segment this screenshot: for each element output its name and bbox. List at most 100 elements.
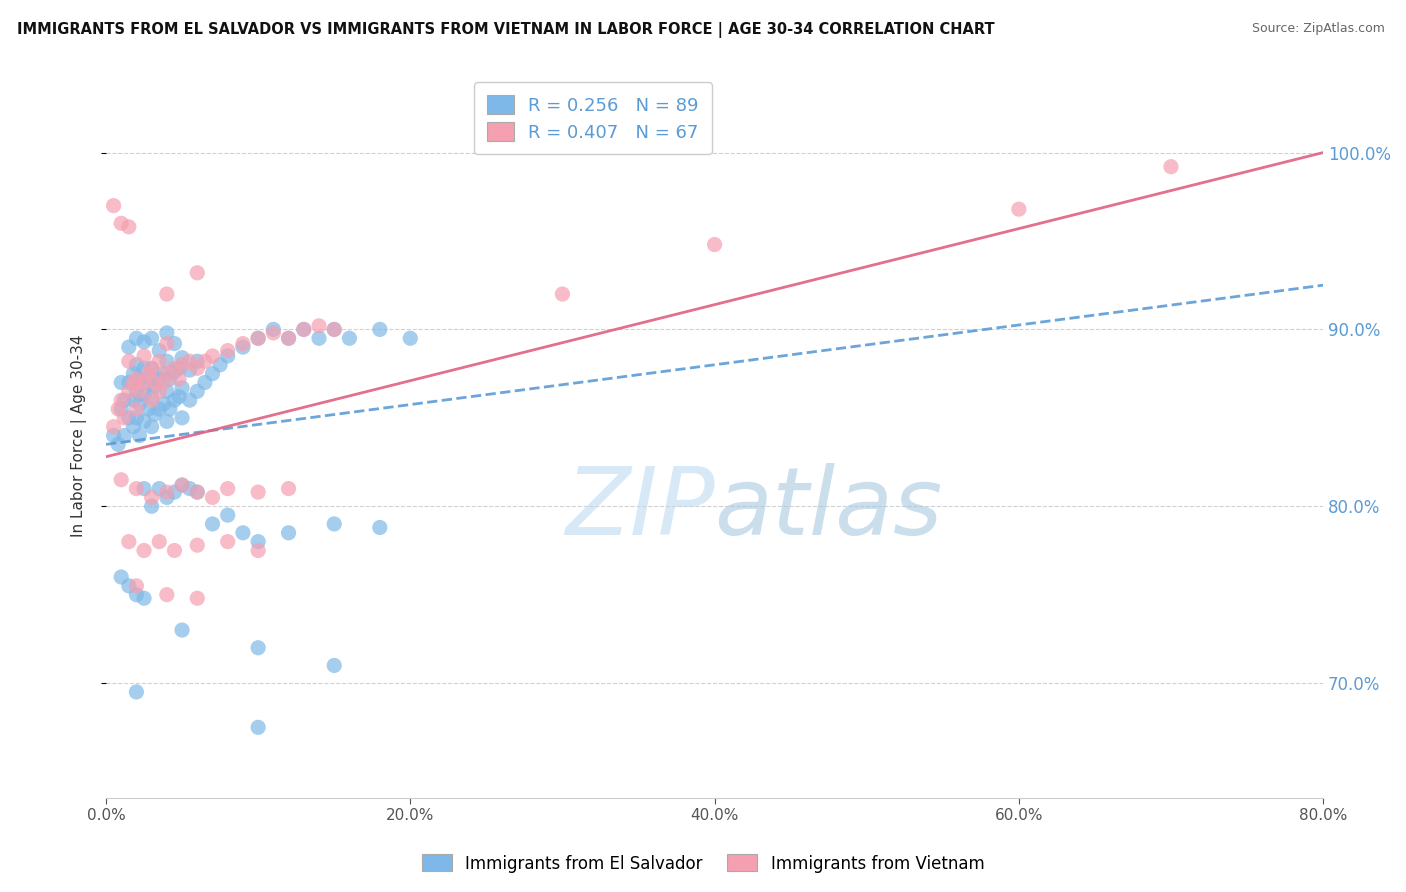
Point xyxy=(217,349,239,363)
Text: ZIP: ZIP xyxy=(565,463,714,554)
Point xyxy=(292,322,315,336)
Point xyxy=(138,367,160,381)
Point xyxy=(125,331,148,345)
Point xyxy=(209,358,232,372)
Point xyxy=(138,376,160,390)
Point xyxy=(132,334,155,349)
Point xyxy=(247,485,270,500)
Point xyxy=(163,543,186,558)
Point xyxy=(156,485,179,500)
Point xyxy=(128,397,150,411)
Point xyxy=(132,349,155,363)
Point xyxy=(167,390,190,404)
Point xyxy=(122,419,145,434)
Point xyxy=(128,384,150,399)
Point xyxy=(156,354,179,368)
Point xyxy=(170,358,193,372)
Point xyxy=(156,367,179,381)
Point xyxy=(125,372,148,386)
Point xyxy=(148,384,170,399)
Point xyxy=(148,402,170,417)
Point xyxy=(132,376,155,390)
Point xyxy=(194,354,217,368)
Point xyxy=(1008,202,1031,216)
Point xyxy=(247,331,270,345)
Point xyxy=(132,414,155,428)
Point xyxy=(118,354,141,368)
Point xyxy=(153,376,176,390)
Point xyxy=(170,410,193,425)
Point xyxy=(125,482,148,496)
Point xyxy=(112,393,135,408)
Point xyxy=(153,367,176,381)
Point xyxy=(128,428,150,442)
Point xyxy=(167,372,190,386)
Point xyxy=(186,591,208,606)
Point xyxy=(232,340,254,354)
Point xyxy=(125,384,148,399)
Point xyxy=(163,485,186,500)
Point xyxy=(179,354,201,368)
Point xyxy=(194,376,217,390)
Point xyxy=(292,322,315,336)
Point xyxy=(277,482,299,496)
Y-axis label: In Labor Force | Age 30-34: In Labor Force | Age 30-34 xyxy=(72,334,87,537)
Point xyxy=(141,331,163,345)
Point xyxy=(118,376,141,390)
Point xyxy=(110,393,132,408)
Point xyxy=(148,372,170,386)
Point xyxy=(247,543,270,558)
Point xyxy=(118,340,141,354)
Point xyxy=(143,379,166,393)
Point xyxy=(323,322,346,336)
Point xyxy=(170,351,193,365)
Point xyxy=(125,588,148,602)
Point xyxy=(217,508,239,522)
Point xyxy=(186,538,208,552)
Point xyxy=(201,491,224,505)
Point xyxy=(122,376,145,390)
Point xyxy=(170,623,193,637)
Point xyxy=(132,543,155,558)
Point xyxy=(186,354,208,368)
Point xyxy=(118,219,141,234)
Point xyxy=(156,336,179,351)
Point xyxy=(132,482,155,496)
Point xyxy=(141,500,163,514)
Point xyxy=(186,361,208,376)
Point xyxy=(167,361,190,376)
Point xyxy=(110,473,132,487)
Point xyxy=(125,402,148,417)
Point xyxy=(163,365,186,379)
Point xyxy=(179,482,201,496)
Point xyxy=(118,410,141,425)
Point xyxy=(186,485,208,500)
Point xyxy=(323,516,346,531)
Point xyxy=(703,237,725,252)
Point xyxy=(1160,160,1182,174)
Point xyxy=(217,343,239,358)
Point xyxy=(112,428,135,442)
Point xyxy=(186,266,208,280)
Point xyxy=(186,485,208,500)
Point xyxy=(107,437,129,451)
Text: Source: ZipAtlas.com: Source: ZipAtlas.com xyxy=(1251,22,1385,36)
Point xyxy=(179,393,201,408)
Point xyxy=(323,658,346,673)
Point xyxy=(128,372,150,386)
Point xyxy=(163,361,186,376)
Point xyxy=(232,525,254,540)
Point xyxy=(125,358,148,372)
Point xyxy=(159,372,181,386)
Point xyxy=(247,640,270,655)
Point xyxy=(170,381,193,395)
Point xyxy=(118,579,141,593)
Point xyxy=(277,525,299,540)
Point xyxy=(170,478,193,492)
Point xyxy=(163,336,186,351)
Point xyxy=(247,331,270,345)
Point xyxy=(247,534,270,549)
Point xyxy=(141,491,163,505)
Point xyxy=(156,384,179,399)
Point xyxy=(143,376,166,390)
